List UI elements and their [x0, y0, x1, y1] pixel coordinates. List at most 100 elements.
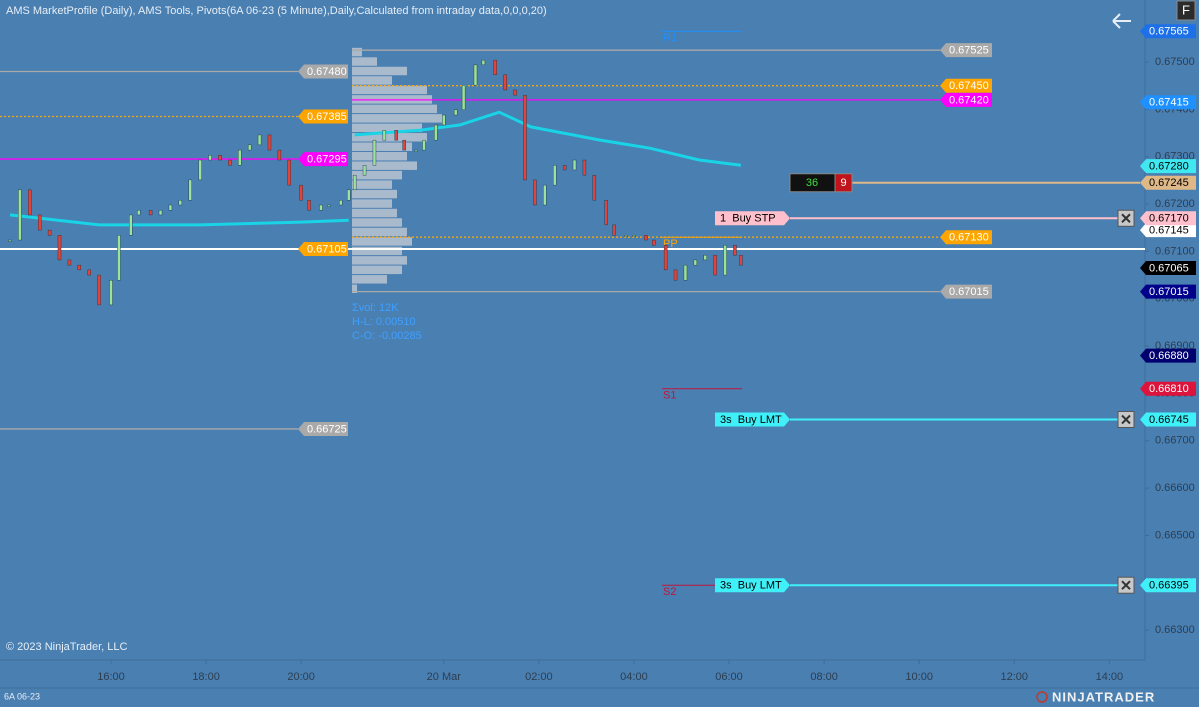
candle — [723, 245, 727, 276]
session-stat: C-O: -0.00285 — [352, 330, 422, 342]
candle — [582, 159, 587, 176]
candle — [632, 235, 636, 238]
candle — [87, 269, 91, 276]
profile-bar — [352, 114, 442, 123]
profile-bar — [352, 151, 407, 161]
price-marker-box — [1140, 260, 1196, 275]
price-marker-label: 0.67280 — [1149, 161, 1189, 173]
candle — [713, 254, 717, 276]
order-price-marker-box — [1140, 412, 1196, 427]
prior-level-tag-box — [298, 152, 348, 167]
profile-bar — [352, 47, 362, 57]
prior-level-tag-box — [298, 64, 348, 79]
x-tick-label: 14:00 — [1096, 671, 1124, 683]
profile-bar — [352, 76, 392, 85]
candle — [434, 124, 438, 141]
logo: NINJATRADER — [1036, 689, 1155, 704]
back-button[interactable] — [1112, 13, 1131, 29]
x-tick-label: 08:00 — [810, 671, 838, 683]
y-tick-label: 0.66300 — [1155, 624, 1195, 636]
candle — [503, 74, 507, 91]
position-count: 36 — [806, 177, 818, 189]
x-tick-label: 06:00 — [715, 671, 743, 683]
moving-average — [9, 110, 742, 227]
session-level-tag-box — [940, 78, 992, 93]
order-cancel-icon[interactable] — [1121, 580, 1131, 590]
profile-bar — [352, 199, 392, 208]
candle — [257, 134, 262, 146]
session-stat: H-L: 0.00510 — [352, 316, 416, 328]
candle — [442, 114, 446, 126]
prior-level-tag-label: 0.67295 — [307, 153, 347, 165]
f-button-label[interactable]: F — [1182, 2, 1190, 17]
candle — [473, 64, 478, 86]
x-tick-label: 12:00 — [1000, 671, 1028, 683]
x-tick-label: 20:00 — [287, 671, 315, 683]
order-label: 1 Buy STP — [720, 213, 776, 225]
candle — [319, 204, 323, 211]
price-marker-box — [1140, 348, 1196, 363]
order-cancel-icon[interactable] — [1121, 414, 1131, 425]
candle — [739, 254, 743, 266]
candle — [218, 155, 222, 161]
candle — [414, 149, 418, 152]
profile-bar — [352, 256, 407, 265]
candle — [247, 144, 252, 151]
profile-bar — [352, 170, 402, 180]
price-marker-box — [1140, 175, 1196, 190]
order-box — [715, 211, 790, 226]
price-marker-label: 0.67015 — [1149, 286, 1189, 298]
x-tick-label: 10:00 — [905, 671, 933, 683]
candle — [453, 109, 458, 116]
price-marker-label: 0.67145 — [1149, 225, 1189, 237]
candle — [57, 235, 62, 261]
candle — [604, 200, 608, 226]
price-marker-box — [1140, 284, 1196, 299]
profile-bar — [352, 57, 377, 66]
profile-bar — [352, 265, 402, 275]
order-price-marker-box — [1140, 578, 1196, 593]
order-cancel-icon[interactable] — [1121, 213, 1131, 223]
profile-bar — [352, 104, 437, 114]
candle — [267, 134, 272, 151]
candle — [97, 274, 101, 306]
profile-bar — [352, 218, 402, 227]
session-level-tag-label: 0.67130 — [949, 232, 989, 244]
price-marker-label: 0.67565 — [1149, 26, 1189, 38]
session-stat: Σvol: 12K — [352, 302, 399, 314]
candle — [673, 269, 678, 281]
prior-level-tag-box — [298, 421, 348, 436]
session-level-tag-label: 0.67015 — [949, 286, 989, 298]
session-level-tag-box — [940, 284, 992, 299]
candle — [592, 174, 597, 201]
candle — [663, 245, 668, 271]
session-level-tag-box — [940, 43, 992, 58]
back-arrow[interactable] — [1112, 13, 1131, 29]
candle — [372, 139, 377, 166]
candle — [513, 89, 517, 96]
position-box — [834, 173, 853, 193]
candle — [327, 204, 331, 207]
candle — [533, 179, 537, 206]
logo-text: NINJATRADER — [1052, 689, 1155, 704]
candle — [129, 214, 133, 236]
profile-bar — [352, 161, 417, 170]
candle — [461, 85, 466, 111]
candle — [178, 200, 183, 206]
candle — [148, 210, 153, 216]
candle — [572, 159, 577, 171]
price-marker-box — [1140, 95, 1196, 110]
f-button-box[interactable] — [1176, 0, 1196, 21]
instrument: 6A 06-23 — [4, 691, 40, 701]
f-button[interactable]: F — [1176, 0, 1196, 21]
order-label: 3s Buy LMT — [720, 580, 782, 592]
order-label: 3s Buy LMT — [720, 414, 782, 426]
candle — [77, 264, 82, 271]
copyright: © 2023 NinjaTrader, LLC — [6, 641, 127, 653]
candle — [47, 229, 52, 236]
order-price-marker-label: 0.67170 — [1149, 213, 1189, 225]
price-marker-label: 0.67065 — [1149, 262, 1189, 274]
candle — [307, 200, 311, 211]
